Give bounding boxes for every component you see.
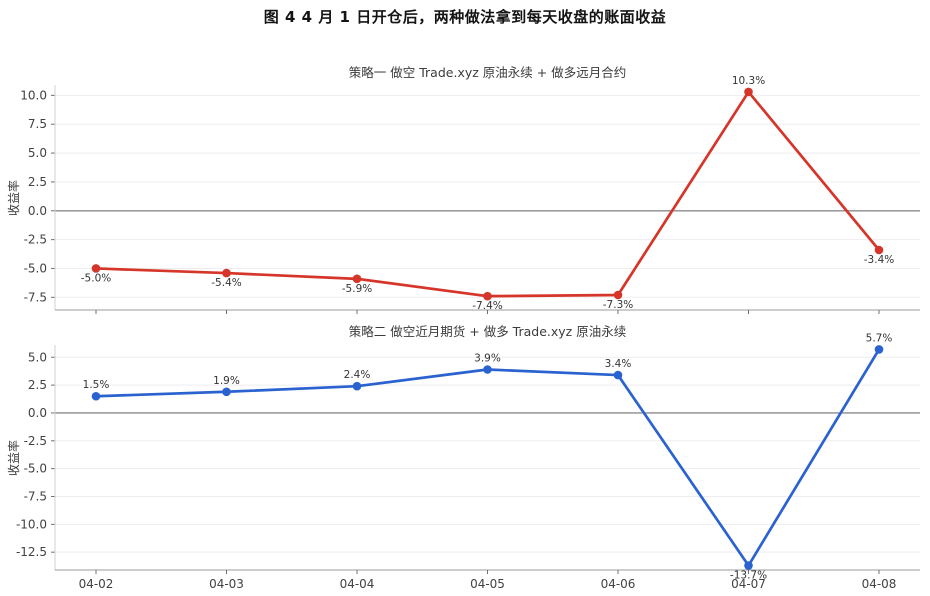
data-point-marker	[91, 391, 101, 401]
x-axis-tick-label: 04-04	[340, 577, 375, 591]
data-point-label: 1.9%	[213, 375, 240, 387]
x-axis-tick-label: 04-02	[79, 577, 114, 591]
y-axis-tick-label: -12.5	[16, 545, 47, 559]
figure-title: 图 4 4 月 1 日开仓后，两种做法拿到每天收盘的账面收益	[263, 8, 667, 26]
data-point-label: -7.3%	[603, 299, 633, 311]
x-axis-tick-label: 04-05	[470, 577, 505, 591]
data-point-label: -13.7%	[730, 570, 767, 582]
y-axis-tick-label: 2.5	[28, 378, 47, 392]
x-axis-tick-label: 04-07	[731, 577, 766, 591]
y-axis-tick-label: 7.5	[28, 117, 47, 131]
y-axis-tick-label: 0.0	[28, 204, 47, 218]
data-point-marker	[874, 245, 884, 255]
data-point-label: 3.9%	[474, 353, 501, 365]
data-point-marker	[483, 365, 492, 374]
data-point-label: 10.3%	[732, 75, 765, 87]
x-axis-tick-label: 04-08	[862, 577, 897, 591]
y-axis-tick-label: -5.0	[24, 261, 47, 275]
data-point-label: 5.7%	[866, 332, 893, 344]
y-axis-tick-label: 0.0	[28, 406, 47, 420]
y-axis-tick-label: 5.0	[28, 146, 47, 160]
y-axis-tick-label: -2.5	[24, 233, 47, 247]
data-point-marker	[483, 291, 492, 301]
y-axis-tick-label: -7.5	[24, 290, 47, 304]
chart1-title: 策略一 做空 Trade.xyz 原油永续 + 做多远月合约	[348, 65, 627, 80]
y-axis-tick-label: -10.0	[16, 517, 47, 531]
data-point-marker	[744, 561, 753, 570]
data-point-marker	[352, 381, 362, 391]
data-point-label: -5.4%	[211, 277, 241, 289]
series-line	[94, 90, 881, 298]
y-axis-tick-label: 2.5	[28, 175, 47, 189]
data-point-marker	[613, 290, 623, 300]
data-point-label: -5.9%	[342, 283, 372, 295]
data-point-marker	[222, 268, 231, 278]
y-axis-tick-label: -5.0	[24, 462, 47, 476]
x-axis-tick-label: 04-06	[601, 577, 636, 591]
y-axis-tick-label: 10.0	[20, 88, 47, 102]
y-axis-tick-label: 5.0	[28, 350, 47, 364]
data-point-marker	[613, 370, 623, 380]
data-point-marker	[744, 87, 753, 97]
data-point-label: 3.4%	[605, 358, 632, 370]
y-axis-tick-label: -2.5	[24, 434, 47, 448]
data-point-label: -7.4%	[472, 300, 502, 312]
x-axis-tick-label: 04-03	[209, 577, 244, 591]
y-axis-tick-label: -7.5	[24, 489, 47, 503]
data-point-marker	[91, 264, 101, 273]
data-point-label: 2.4%	[344, 369, 371, 381]
data-point-label: -3.4%	[864, 254, 894, 266]
data-point-label: -5.0%	[81, 272, 111, 284]
data-point-marker	[874, 345, 884, 354]
data-point-marker	[352, 274, 362, 284]
data-point-marker	[222, 387, 231, 397]
chart2-title: 策略二 做空近月期货 + 做多 Trade.xyz 原油永续	[348, 324, 627, 339]
data-point-label: 1.5%	[83, 379, 110, 391]
